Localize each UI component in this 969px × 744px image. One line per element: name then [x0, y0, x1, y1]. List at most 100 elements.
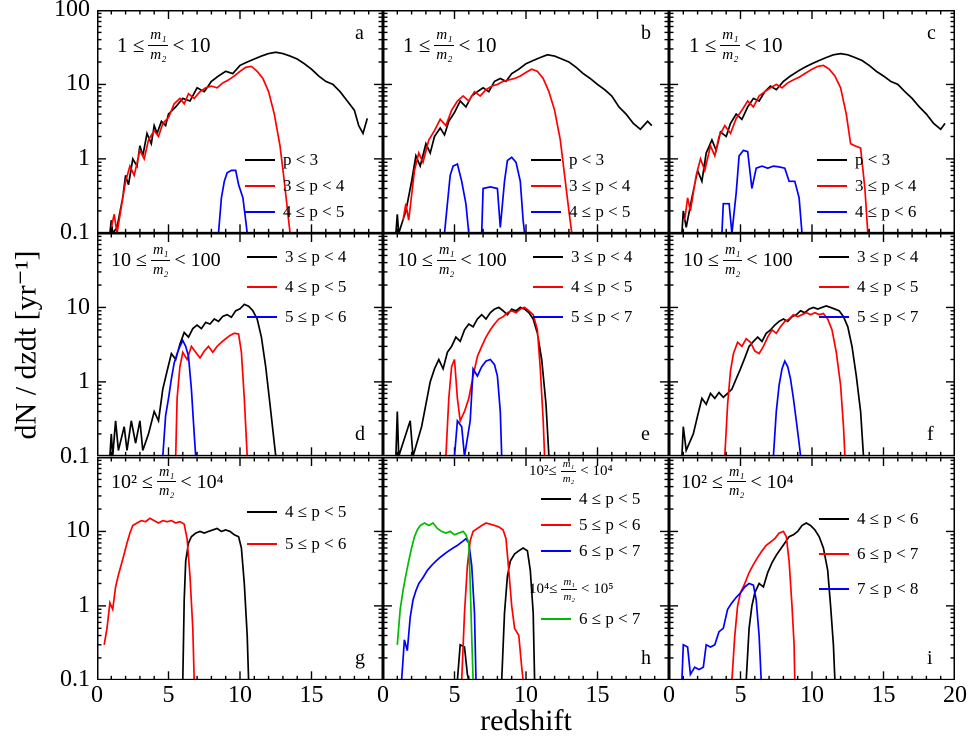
- annotation-suffix: < 100: [174, 249, 221, 272]
- legend-entry: 7 ≤ p < 8: [819, 579, 918, 599]
- mass-ratio-annotation: 1 ≤ m₁ m₂ < 10: [117, 27, 211, 64]
- legend-line: [245, 185, 275, 187]
- y-tick-label: 1: [78, 368, 90, 395]
- legend-label: 3 ≤ p < 4: [569, 176, 631, 195]
- mass-ratio-annotation: 10 ≤ m₁ m₂ < 100: [683, 243, 793, 277]
- fraction-denominator: m₂: [158, 483, 175, 500]
- panel-d: 10 ≤ m₁ m₂ < 100 3 ≤ p < 4 4 ≤ p < 5 5 ≤ p < 6…: [97, 233, 383, 457]
- legend-line: [817, 185, 847, 187]
- fraction-numerator: m₁: [720, 27, 741, 47]
- fraction-denominator: m₂: [438, 261, 455, 278]
- curve-f: [772, 359, 802, 457]
- fraction-numerator: m₁: [156, 464, 177, 483]
- y-tick-label: 0.1: [60, 442, 90, 469]
- legend-entry: 6 ≤ p < 7: [541, 541, 640, 561]
- curve-e: [445, 306, 546, 457]
- fraction-numerator: m₁: [560, 458, 577, 473]
- x-tick-label: 15: [585, 682, 610, 708]
- annotation-suffix: < 10⁴: [180, 470, 224, 493]
- legend-line: [531, 185, 561, 187]
- legend-line: [245, 159, 275, 161]
- legend-line: [533, 286, 563, 289]
- y-tick-label: 10: [66, 517, 90, 544]
- annotation-prefix: 1 ≤: [117, 33, 145, 58]
- legend-entry: 4 ≤ p < 5: [819, 277, 918, 297]
- legend-line: [819, 517, 849, 520]
- annotation-suffix: < 10⁵: [581, 581, 614, 598]
- legend-label: 4 ≤ p < 5: [283, 202, 345, 221]
- mass-ratio-fraction: m₁ m₂: [436, 243, 457, 278]
- y-tick-label: 1: [78, 591, 90, 618]
- panel-letter: b: [641, 22, 651, 44]
- curve-e: [453, 358, 503, 457]
- legend-entry: 5 ≤ p < 6: [541, 515, 640, 535]
- legend-label: 3 ≤ p < 4: [571, 247, 633, 267]
- legend-entry: 5 ≤ p < 7: [533, 307, 632, 327]
- annotation-suffix: < 10: [172, 33, 211, 58]
- legend-line: [533, 256, 563, 259]
- legend-label: 4 ≤ p < 5: [569, 202, 631, 221]
- curve-a: [110, 65, 291, 234]
- curve-i: [731, 529, 796, 680]
- legend-line: [817, 211, 847, 213]
- panel-letter: c: [927, 22, 936, 44]
- mass-ratio-fraction: m₁ m₂: [148, 27, 169, 64]
- annotation-prefix: 10²≤: [529, 463, 557, 480]
- panel-letter: d: [355, 423, 365, 446]
- legend-label: p < 3: [283, 150, 319, 169]
- fraction-denominator: m₂: [562, 473, 575, 486]
- legend-label: 4 ≤ p < 5: [857, 277, 919, 297]
- panel-letter: f: [927, 423, 934, 446]
- y-tick-label: 10: [66, 293, 90, 320]
- legend-line: [533, 316, 563, 319]
- legend-entry: p < 3: [817, 150, 890, 170]
- mass-ratio-annotation: 10 ≤ m₁ m₂ < 100: [397, 243, 507, 277]
- curve-e: [395, 306, 550, 457]
- annotation-suffix: < 100: [460, 249, 507, 272]
- x-tick-label: 5: [162, 682, 175, 708]
- mass-ratio-annotation: 10 ≤ m₁ m₂ < 100: [111, 243, 221, 277]
- legend-entry: 5 ≤ p < 6: [247, 307, 346, 327]
- mass-ratio-annotation: 10²≤ m₁ m₂ < 10⁴: [529, 458, 613, 486]
- legend-entry: p < 3: [531, 150, 604, 170]
- legend-label: 6 ≤ p < 7: [857, 543, 919, 563]
- y-tick-label: 0.1: [60, 665, 90, 692]
- legend-entry: 4 ≤ p < 5: [247, 277, 346, 297]
- mass-ratio-annotation: 10² ≤ m₁ m₂ < 10⁴: [681, 464, 794, 500]
- legend-entry: 3 ≤ p < 4: [531, 176, 630, 196]
- fraction-numerator: m₁: [148, 27, 169, 47]
- legend-label: 3 ≤ p < 4: [855, 176, 917, 195]
- fraction-numerator: m₁: [726, 464, 747, 483]
- fraction-denominator: m₂: [150, 47, 167, 64]
- y-axis-label: dN / dzdt [yr⁻¹]: [9, 250, 43, 440]
- curve-a: [217, 169, 249, 234]
- fraction-denominator: m₂: [728, 483, 745, 500]
- x-tick-label: 10: [228, 682, 252, 708]
- legend-label: 5 ≤ p < 6: [285, 307, 347, 327]
- mass-ratio-annotation: 10² ≤ m₁ m₂ < 10⁴: [111, 464, 224, 500]
- x-tick-label: 0: [91, 682, 103, 708]
- x-tick-label: 0: [663, 682, 675, 708]
- legend-line: [541, 523, 571, 526]
- legend-line: [819, 587, 849, 590]
- legend-label: 7 ≤ p < 8: [857, 578, 919, 598]
- curve-d: [161, 338, 197, 457]
- mass-ratio-fraction: m₁ m₂: [561, 576, 578, 604]
- curve-d: [174, 332, 249, 457]
- mass-ratio-fraction: m₁ m₂: [434, 27, 455, 63]
- legend-line: [247, 542, 277, 545]
- legend-entry: 4 ≤ p < 6: [819, 509, 918, 529]
- x-tick-label: 10: [514, 682, 538, 708]
- fraction-numerator: m₁: [722, 243, 743, 261]
- annotation-suffix: < 10: [744, 33, 783, 58]
- legend-label: 3 ≤ p < 4: [285, 247, 347, 267]
- legend-entry: 3 ≤ p < 4: [245, 176, 344, 196]
- curve-f: [723, 312, 846, 457]
- y-tick-label: 0.1: [60, 219, 90, 246]
- curve-c: [683, 64, 869, 234]
- legend-line: [247, 316, 277, 319]
